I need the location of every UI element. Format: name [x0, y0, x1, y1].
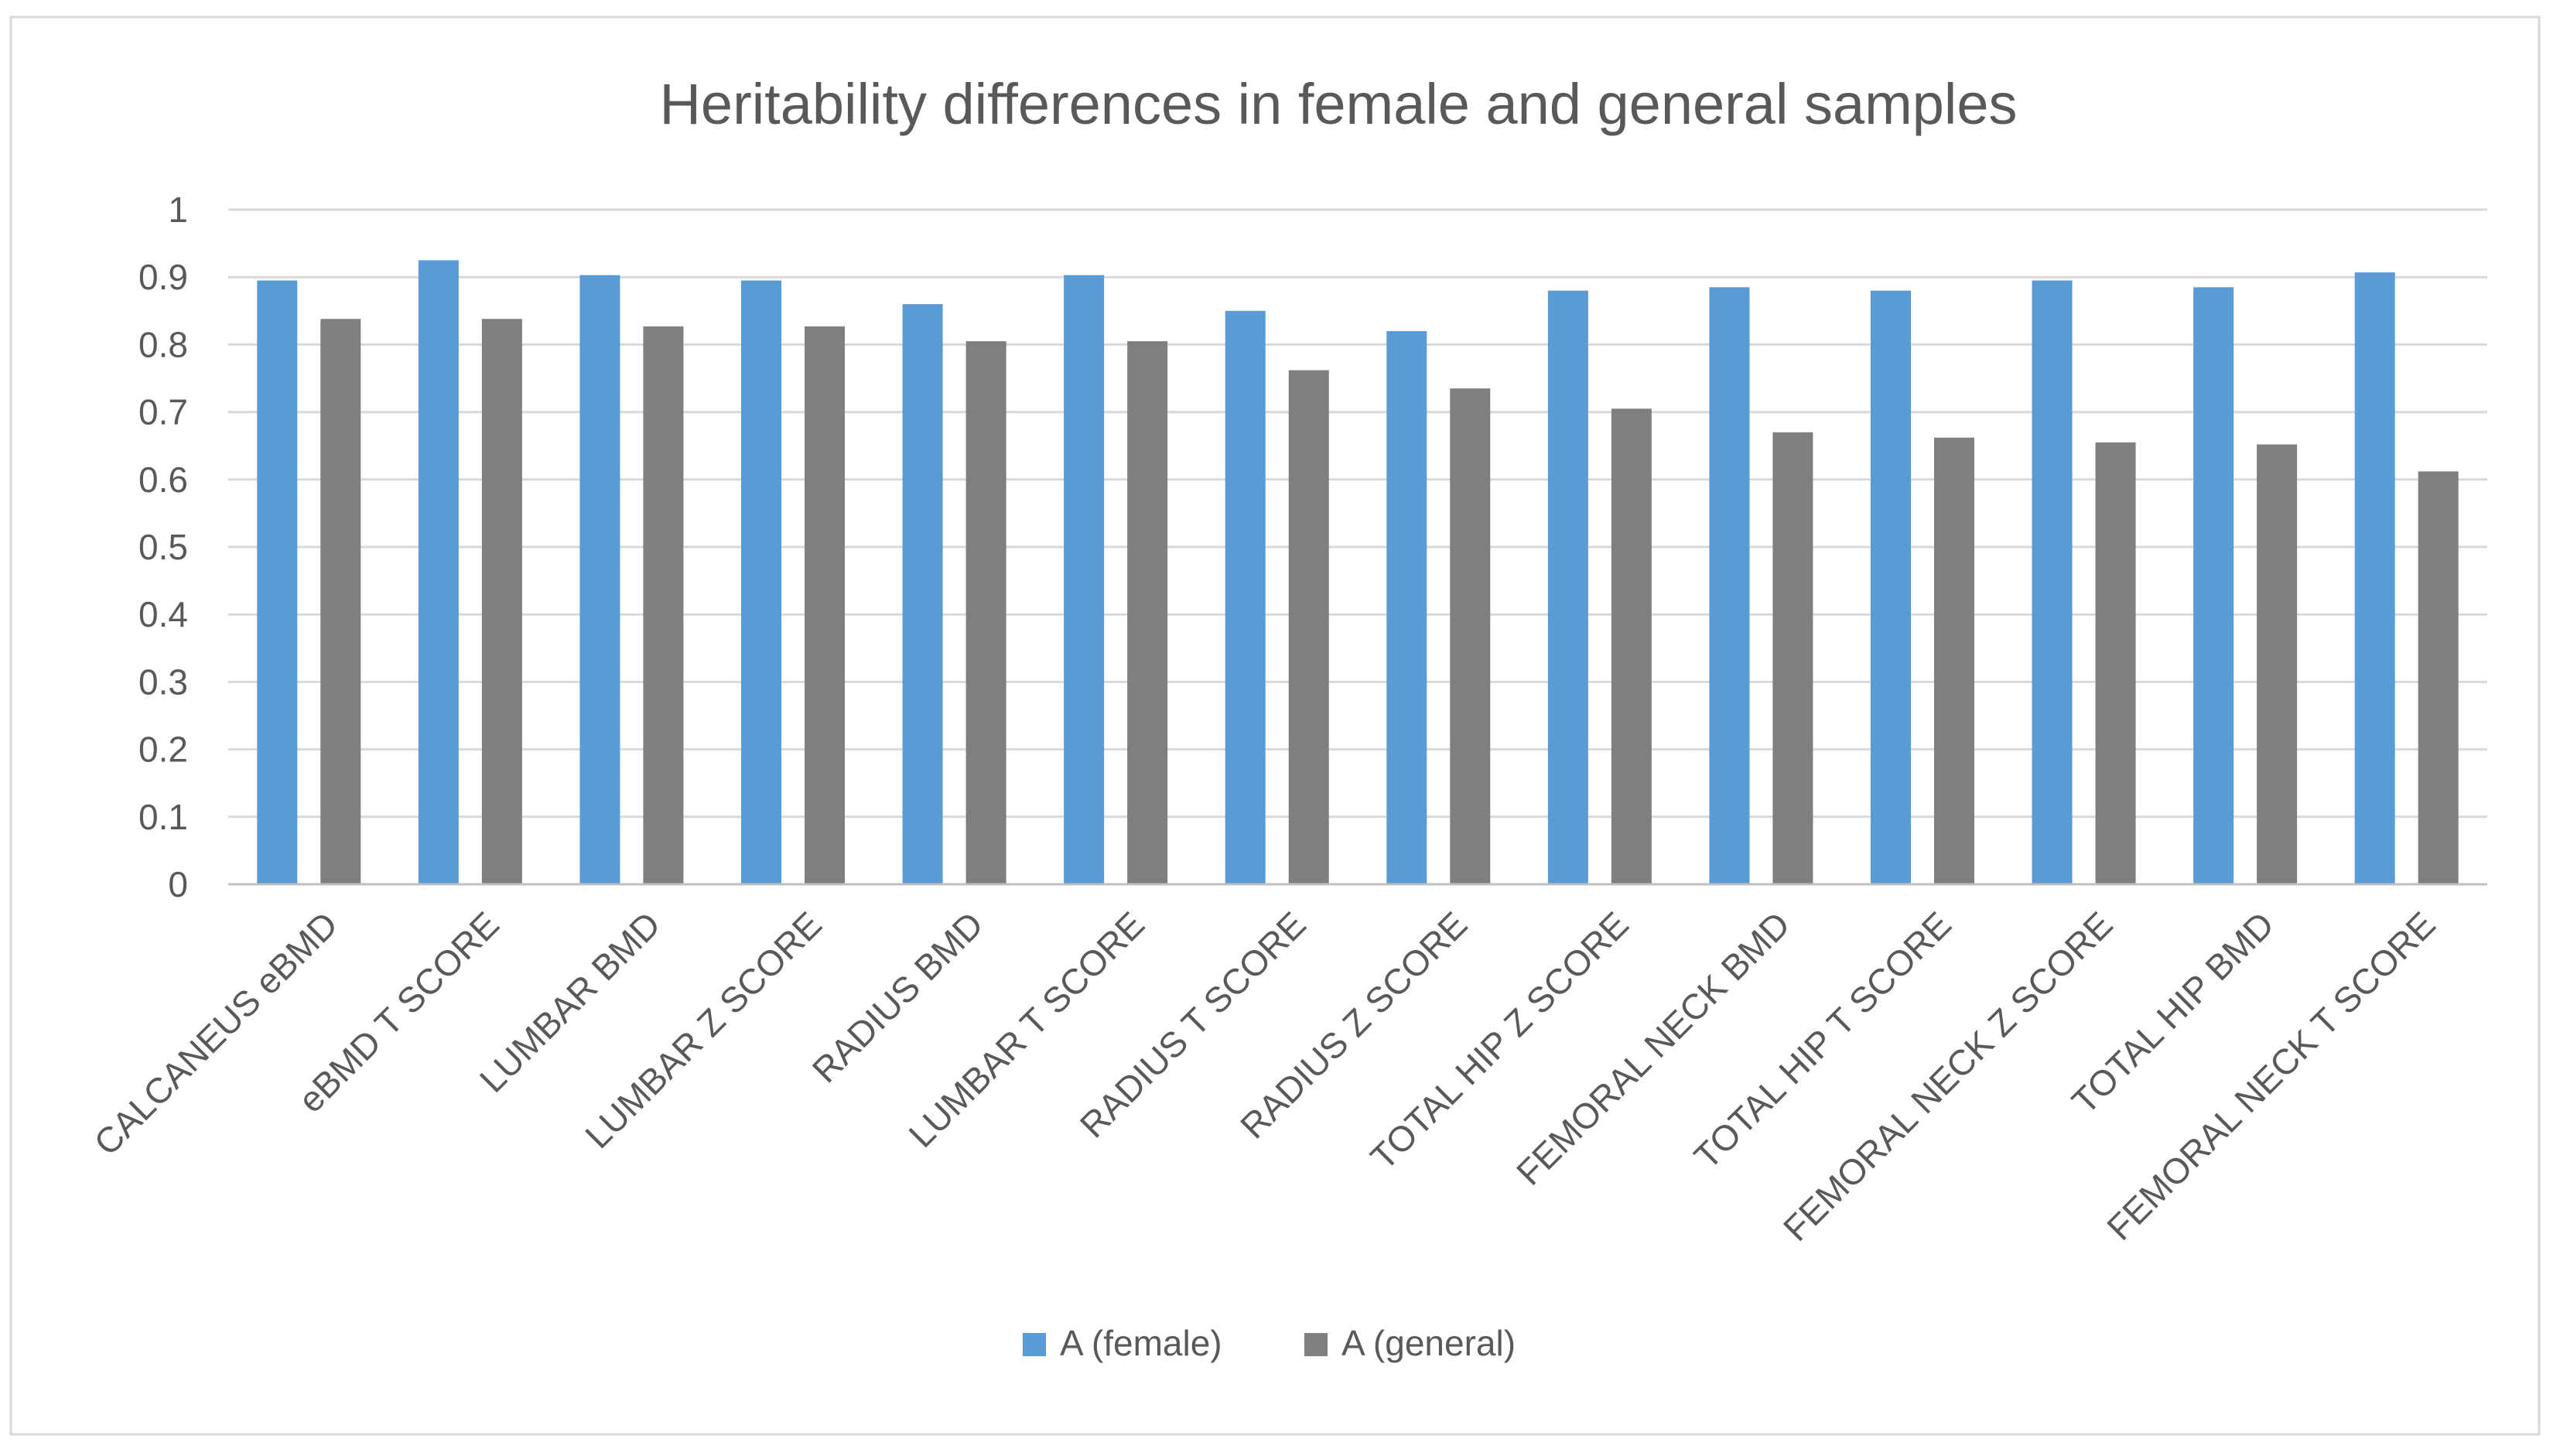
bar-female	[741, 280, 781, 884]
bar-female	[1871, 290, 1911, 884]
bar-general	[965, 341, 1007, 884]
bar-general	[320, 319, 361, 884]
y-tick-label: 0.8	[138, 324, 188, 364]
chart-border	[9, 15, 2541, 1436]
bar-general	[1288, 370, 1329, 884]
bar-general	[1127, 341, 1168, 884]
y-axis-ticks: 0 0.1 0.2 0.3 0.4 0.5 0.6 0.7 0.8 0.9 1	[138, 190, 188, 904]
bar-female	[1064, 275, 1105, 885]
y-tick-label: 1	[168, 190, 188, 230]
y-tick-label: 0.3	[138, 661, 188, 702]
bar-female	[2032, 280, 2073, 884]
bar-general	[2418, 471, 2459, 884]
bar-female	[257, 280, 298, 884]
bar-general	[1450, 388, 1491, 885]
bar-female	[1709, 287, 1750, 884]
bars	[257, 260, 2459, 885]
legend-swatch	[1304, 1333, 1328, 1356]
bar-general	[2257, 444, 2298, 884]
bar-general	[2095, 442, 2136, 884]
bar-female	[1386, 330, 1427, 885]
chart-title: Heritability differences in female and g…	[659, 72, 2017, 136]
bar-female	[418, 260, 459, 884]
bar-female	[1225, 310, 1266, 884]
bar-female	[1547, 290, 1588, 884]
legend-label: A (female)	[1060, 1323, 1222, 1363]
bar-general	[805, 326, 845, 885]
y-tick-label: 0.7	[138, 392, 188, 432]
bar-female	[579, 275, 620, 885]
bar-female	[2193, 287, 2234, 884]
y-tick-label: 0.2	[138, 730, 188, 770]
legend: A (female) A (general)	[1023, 1323, 1516, 1363]
y-tick-label: 0.9	[138, 257, 188, 297]
y-tick-label: 0.6	[138, 460, 188, 500]
legend-label: A (general)	[1341, 1323, 1516, 1363]
bar-general	[481, 319, 522, 884]
bar-female	[902, 304, 943, 885]
y-tick-label: 0	[168, 864, 188, 904]
bar-female	[2354, 272, 2395, 884]
bar-general	[1611, 408, 1652, 884]
bar-general	[1934, 437, 1974, 884]
y-tick-label: 0.4	[138, 594, 188, 634]
bar-general	[1772, 432, 1813, 884]
y-tick-label: 0.1	[138, 797, 188, 837]
legend-swatch	[1023, 1333, 1046, 1356]
bar-general	[643, 326, 684, 885]
y-tick-label: 0.5	[138, 527, 188, 567]
